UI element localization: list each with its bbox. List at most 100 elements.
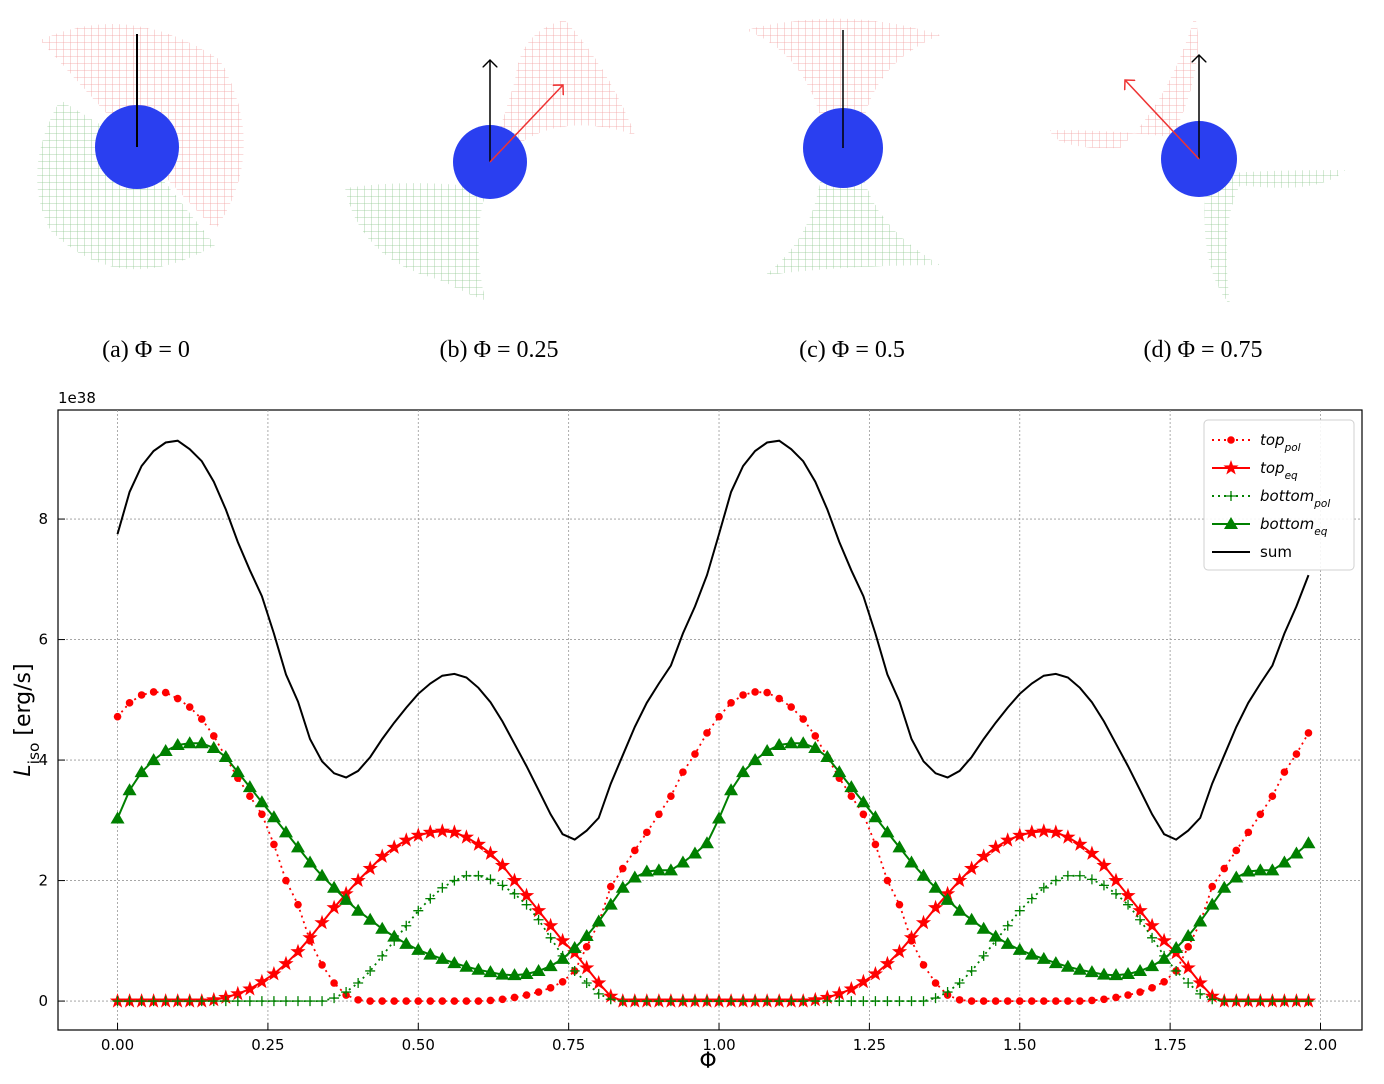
marker	[470, 836, 486, 851]
marker	[1277, 855, 1292, 868]
marker	[125, 699, 134, 707]
marker	[760, 744, 775, 757]
marker	[1205, 897, 1220, 910]
marker	[701, 996, 712, 1007]
marker	[242, 780, 257, 793]
marker	[425, 893, 436, 904]
marker	[1160, 977, 1168, 986]
marker	[579, 929, 594, 942]
marker	[631, 846, 639, 855]
marker	[450, 997, 459, 1005]
x-tick-label: 0.50	[402, 1036, 435, 1054]
marker	[294, 900, 302, 909]
marker	[242, 981, 258, 996]
marker	[341, 987, 352, 998]
marker	[892, 840, 907, 853]
marker	[834, 996, 845, 1007]
marker	[110, 811, 125, 824]
marker	[290, 840, 305, 853]
marker	[1096, 967, 1111, 980]
marker	[978, 950, 989, 961]
marker	[1145, 959, 1160, 972]
marker	[1220, 864, 1229, 873]
marker	[351, 903, 366, 916]
marker	[435, 951, 450, 964]
marker	[161, 688, 170, 697]
marker	[942, 987, 953, 998]
marker	[270, 840, 278, 849]
marker	[1098, 880, 1109, 891]
marker	[870, 996, 881, 1007]
marker	[303, 855, 318, 868]
marker	[810, 996, 821, 1007]
marker	[543, 959, 558, 972]
marker	[655, 810, 663, 819]
marker	[703, 729, 711, 737]
marker	[124, 996, 135, 1007]
marker	[208, 996, 219, 1007]
marker	[220, 996, 231, 1007]
x-tick-label: 1.00	[702, 1036, 735, 1054]
marker	[846, 996, 857, 1007]
marker	[1002, 920, 1013, 931]
marker	[390, 997, 399, 1005]
marker	[1147, 932, 1158, 943]
marker	[461, 870, 472, 881]
marker	[184, 996, 195, 1007]
marker	[483, 965, 498, 978]
marker	[256, 996, 267, 1007]
marker	[831, 985, 847, 1001]
marker	[1184, 943, 1192, 951]
marker	[867, 966, 883, 981]
marker	[1280, 768, 1289, 776]
marker	[170, 738, 185, 751]
marker	[473, 870, 484, 881]
series-line	[116, 439, 1310, 841]
marker	[699, 836, 714, 849]
caption: (c) Φ = 0.5	[799, 337, 905, 363]
marker	[687, 846, 702, 859]
marker	[1241, 864, 1256, 877]
marker	[506, 872, 523, 887]
marker	[146, 753, 161, 766]
marker	[1086, 874, 1097, 885]
marker	[1219, 996, 1230, 1007]
marker	[534, 988, 543, 996]
y-tick-label: 2	[38, 872, 48, 890]
marker	[808, 741, 823, 754]
marker	[134, 765, 149, 778]
marker	[618, 864, 627, 873]
marker	[268, 996, 279, 1007]
marker	[727, 699, 735, 707]
marker	[399, 936, 414, 949]
marker	[555, 932, 571, 948]
plot: 0.00 0.25 0.50 0.75 1.00 1.25 1.50 1.75 2.00 0 2 4 6…	[38, 410, 1362, 1054]
legend-label: topeq	[1260, 459, 1298, 482]
marker	[868, 810, 883, 823]
marker	[605, 994, 616, 1005]
marker	[1036, 951, 1051, 964]
marker	[1144, 917, 1160, 933]
marker	[446, 824, 462, 839]
marker	[414, 997, 423, 1005]
marker	[1192, 975, 1208, 990]
marker	[474, 997, 483, 1005]
marker	[122, 783, 137, 796]
marker	[374, 848, 390, 863]
marker	[748, 753, 763, 766]
marker	[966, 965, 977, 976]
marker	[954, 978, 965, 989]
marker	[736, 765, 751, 778]
marker	[617, 996, 628, 1007]
marker	[509, 888, 520, 899]
plot-frame	[57, 409, 1363, 1031]
marker	[1132, 902, 1148, 918]
marker	[1024, 824, 1040, 839]
marker	[485, 874, 496, 885]
marker	[847, 792, 856, 801]
marker	[976, 921, 991, 934]
marker	[1111, 888, 1121, 899]
marker	[449, 875, 460, 886]
caption: (d) Φ = 0.75	[1143, 337, 1262, 363]
marker	[1024, 947, 1039, 960]
